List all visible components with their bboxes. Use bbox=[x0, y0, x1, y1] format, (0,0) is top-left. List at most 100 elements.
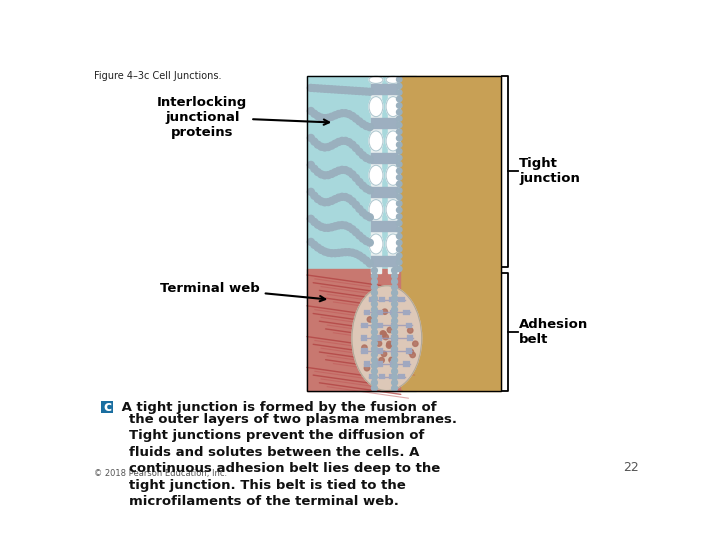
Circle shape bbox=[342, 87, 349, 93]
Bar bbox=[372, 118, 397, 129]
Circle shape bbox=[372, 267, 377, 273]
Circle shape bbox=[356, 87, 363, 94]
Circle shape bbox=[315, 221, 321, 228]
Circle shape bbox=[318, 223, 325, 230]
Circle shape bbox=[397, 253, 402, 259]
Circle shape bbox=[363, 257, 370, 264]
Circle shape bbox=[332, 86, 338, 93]
Bar bbox=[406, 322, 412, 328]
Circle shape bbox=[332, 140, 338, 147]
Circle shape bbox=[397, 161, 402, 167]
Circle shape bbox=[325, 225, 332, 231]
Circle shape bbox=[325, 249, 332, 256]
Circle shape bbox=[392, 340, 397, 346]
Circle shape bbox=[338, 166, 346, 173]
Circle shape bbox=[397, 207, 402, 213]
Bar bbox=[372, 153, 397, 164]
Circle shape bbox=[366, 156, 373, 163]
Circle shape bbox=[318, 246, 325, 253]
Circle shape bbox=[342, 110, 349, 117]
Circle shape bbox=[307, 134, 315, 141]
Ellipse shape bbox=[386, 131, 400, 151]
Circle shape bbox=[397, 136, 402, 141]
Ellipse shape bbox=[352, 286, 422, 390]
Text: c: c bbox=[103, 400, 111, 414]
Circle shape bbox=[397, 181, 402, 187]
Text: 22: 22 bbox=[623, 462, 639, 475]
Circle shape bbox=[335, 111, 342, 118]
Circle shape bbox=[363, 212, 370, 219]
Circle shape bbox=[311, 241, 318, 248]
Circle shape bbox=[372, 340, 377, 346]
Circle shape bbox=[325, 114, 332, 122]
Circle shape bbox=[352, 174, 359, 181]
Circle shape bbox=[321, 172, 328, 179]
Circle shape bbox=[397, 77, 402, 82]
Circle shape bbox=[380, 330, 386, 336]
Bar bbox=[376, 335, 382, 341]
Circle shape bbox=[315, 141, 321, 148]
Circle shape bbox=[325, 144, 332, 151]
Circle shape bbox=[335, 86, 342, 93]
Circle shape bbox=[397, 247, 402, 252]
Circle shape bbox=[372, 346, 377, 352]
Circle shape bbox=[349, 226, 356, 233]
Text: Figure 4–3c Cell Junctions.: Figure 4–3c Cell Junctions. bbox=[94, 71, 221, 81]
Bar bbox=[364, 361, 370, 367]
Bar bbox=[372, 221, 397, 232]
Bar bbox=[389, 297, 395, 302]
Circle shape bbox=[307, 239, 315, 245]
Circle shape bbox=[335, 167, 342, 174]
Bar bbox=[403, 310, 410, 315]
Circle shape bbox=[372, 279, 377, 285]
Circle shape bbox=[311, 192, 318, 199]
Circle shape bbox=[363, 154, 370, 161]
Circle shape bbox=[352, 87, 359, 94]
Circle shape bbox=[359, 182, 366, 189]
Circle shape bbox=[397, 233, 402, 239]
Circle shape bbox=[372, 368, 377, 374]
Bar bbox=[406, 348, 412, 354]
Bar bbox=[388, 76, 397, 273]
Ellipse shape bbox=[386, 200, 400, 220]
Circle shape bbox=[387, 327, 392, 333]
Circle shape bbox=[346, 139, 353, 146]
Text: Adhesion
belt: Adhesion belt bbox=[519, 318, 589, 346]
Circle shape bbox=[338, 110, 346, 117]
Circle shape bbox=[372, 301, 377, 307]
Circle shape bbox=[397, 110, 402, 115]
Circle shape bbox=[392, 267, 397, 273]
Circle shape bbox=[397, 155, 402, 160]
Circle shape bbox=[392, 307, 397, 313]
Circle shape bbox=[397, 116, 402, 122]
Circle shape bbox=[387, 341, 392, 347]
Bar bbox=[369, 297, 375, 302]
Circle shape bbox=[392, 329, 397, 335]
Circle shape bbox=[346, 195, 353, 202]
Bar bbox=[392, 335, 397, 341]
Circle shape bbox=[397, 129, 402, 134]
Bar bbox=[372, 256, 397, 267]
Bar bbox=[372, 76, 381, 273]
Bar bbox=[407, 335, 413, 341]
Circle shape bbox=[392, 352, 397, 357]
Ellipse shape bbox=[369, 165, 383, 185]
Ellipse shape bbox=[369, 76, 383, 83]
Circle shape bbox=[366, 239, 373, 246]
Circle shape bbox=[392, 273, 397, 279]
Circle shape bbox=[315, 195, 321, 202]
Circle shape bbox=[335, 194, 342, 201]
Circle shape bbox=[342, 193, 349, 200]
Circle shape bbox=[349, 171, 356, 178]
Circle shape bbox=[325, 172, 332, 179]
Circle shape bbox=[359, 120, 366, 127]
Circle shape bbox=[346, 111, 353, 118]
Circle shape bbox=[349, 249, 356, 256]
Ellipse shape bbox=[386, 76, 400, 83]
Circle shape bbox=[315, 244, 321, 251]
Circle shape bbox=[342, 137, 349, 144]
Circle shape bbox=[328, 249, 335, 256]
Bar bbox=[307, 76, 500, 392]
Circle shape bbox=[342, 222, 349, 229]
Circle shape bbox=[382, 351, 387, 356]
